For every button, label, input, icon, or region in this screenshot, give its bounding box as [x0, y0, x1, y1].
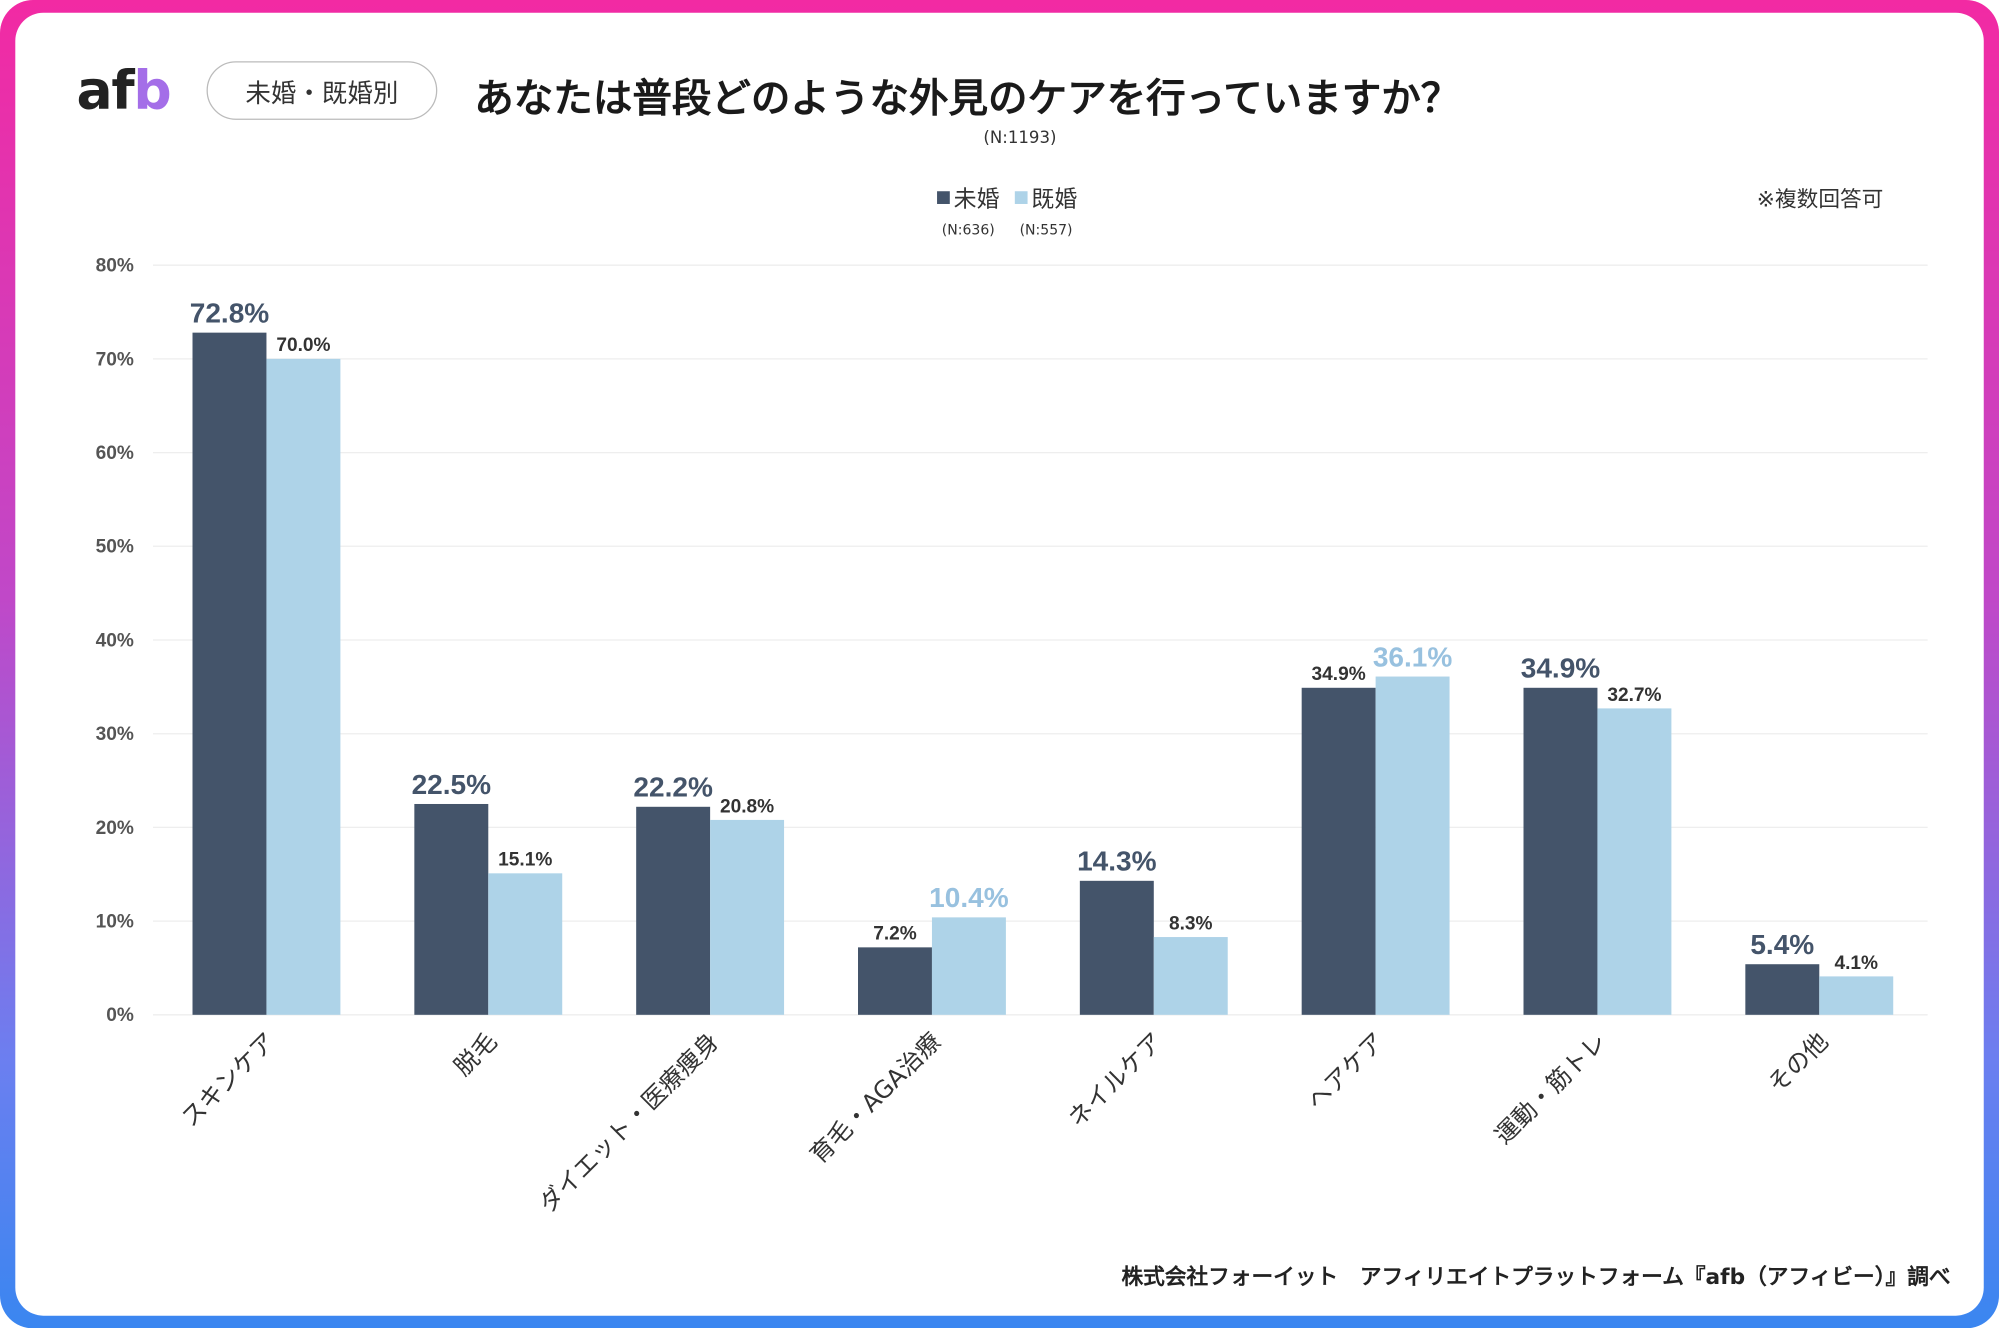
- y-tick-label: 60%: [96, 443, 134, 464]
- bar-unmarried: [1745, 964, 1820, 1015]
- bar-married: [710, 819, 785, 1015]
- bar-unmarried: [192, 332, 267, 1015]
- y-tick-label: 30%: [96, 724, 134, 745]
- legend-swatch: [1014, 191, 1028, 204]
- legend-label: 未婚: [953, 186, 1000, 213]
- data-label: 22.5%: [412, 769, 492, 800]
- legend-label: 既婚: [1031, 186, 1078, 213]
- data-label: 72.8%: [190, 297, 270, 328]
- data-label: 14.3%: [1077, 846, 1157, 877]
- data-label: 34.9%: [1312, 664, 1366, 685]
- y-tick-label: 0%: [106, 1005, 134, 1026]
- data-label: 34.9%: [1521, 653, 1601, 684]
- y-tick-label: 50%: [96, 537, 134, 558]
- bar-married: [1375, 676, 1450, 1015]
- y-tick-label: 20%: [96, 818, 134, 839]
- data-label: 70.0%: [276, 335, 330, 356]
- x-tick-label: 脱毛: [449, 1027, 503, 1081]
- data-label: 22.2%: [633, 772, 713, 803]
- bar-unmarried: [1523, 687, 1598, 1015]
- afb-logo: afb: [76, 58, 171, 122]
- bar-unmarried: [414, 803, 489, 1015]
- card: [15, 12, 1984, 1316]
- bar-unmarried: [1301, 687, 1376, 1015]
- y-tick-label: 40%: [96, 630, 134, 651]
- bar-married: [1597, 708, 1672, 1015]
- multiple-answer-note: ※複数回答可: [1756, 187, 1884, 213]
- bar-married: [266, 358, 341, 1015]
- y-tick-label: 80%: [96, 256, 134, 277]
- data-label: 20.8%: [720, 796, 774, 817]
- x-tick-label: スキンケア: [176, 1027, 281, 1132]
- source-credit: 株式会社フォーイット アフィリエイトプラットフォーム『afb（アフィビー）』調べ: [1121, 1264, 1951, 1291]
- chart-title: あなたは普段どのような外見のケアを行っていますか？: [474, 76, 1461, 123]
- x-tick-label: ヘアケア: [1302, 1027, 1390, 1115]
- sample-size: (N:1193): [983, 128, 1057, 148]
- x-tick-label: 育毛・AGA治療: [805, 1027, 947, 1169]
- data-label: 7.2%: [873, 924, 917, 945]
- x-tick-label: ネイルケア: [1063, 1027, 1168, 1132]
- data-label: 36.1%: [1373, 641, 1453, 672]
- bar-unmarried: [858, 947, 932, 1015]
- bar-married: [1819, 976, 1894, 1015]
- bar-married: [488, 873, 563, 1015]
- legend-n: (N:636): [941, 221, 995, 239]
- bar-unmarried: [1079, 880, 1154, 1015]
- y-tick-label: 10%: [96, 911, 134, 932]
- data-label: 32.7%: [1607, 685, 1661, 706]
- legend-n: (N:557): [1019, 221, 1073, 239]
- legend-swatch: [937, 191, 950, 204]
- data-label: 15.1%: [498, 850, 552, 871]
- segment-badge: 未婚・既婚別: [206, 61, 438, 120]
- x-tick-label: ダイエット・医療痩身: [534, 1027, 725, 1218]
- data-label: 5.4%: [1750, 929, 1814, 960]
- x-tick-label: その他: [1763, 1027, 1834, 1098]
- data-label: 8.3%: [1169, 913, 1213, 934]
- bar-unmarried: [636, 806, 711, 1015]
- legend: 未婚 (N:636) 既婚 (N:557): [937, 181, 1077, 238]
- legend-item-married: 既婚 (N:557): [1014, 181, 1078, 239]
- bar-married: [931, 917, 1006, 1015]
- data-label: 4.1%: [1834, 953, 1878, 974]
- legend-item-unmarried: 未婚 (N:636): [937, 181, 1000, 239]
- y-tick-label: 70%: [96, 349, 134, 370]
- data-label: 10.4%: [929, 882, 1009, 913]
- x-tick-label: 運動・筋トレ: [1489, 1027, 1612, 1150]
- bar-married: [1153, 937, 1228, 1015]
